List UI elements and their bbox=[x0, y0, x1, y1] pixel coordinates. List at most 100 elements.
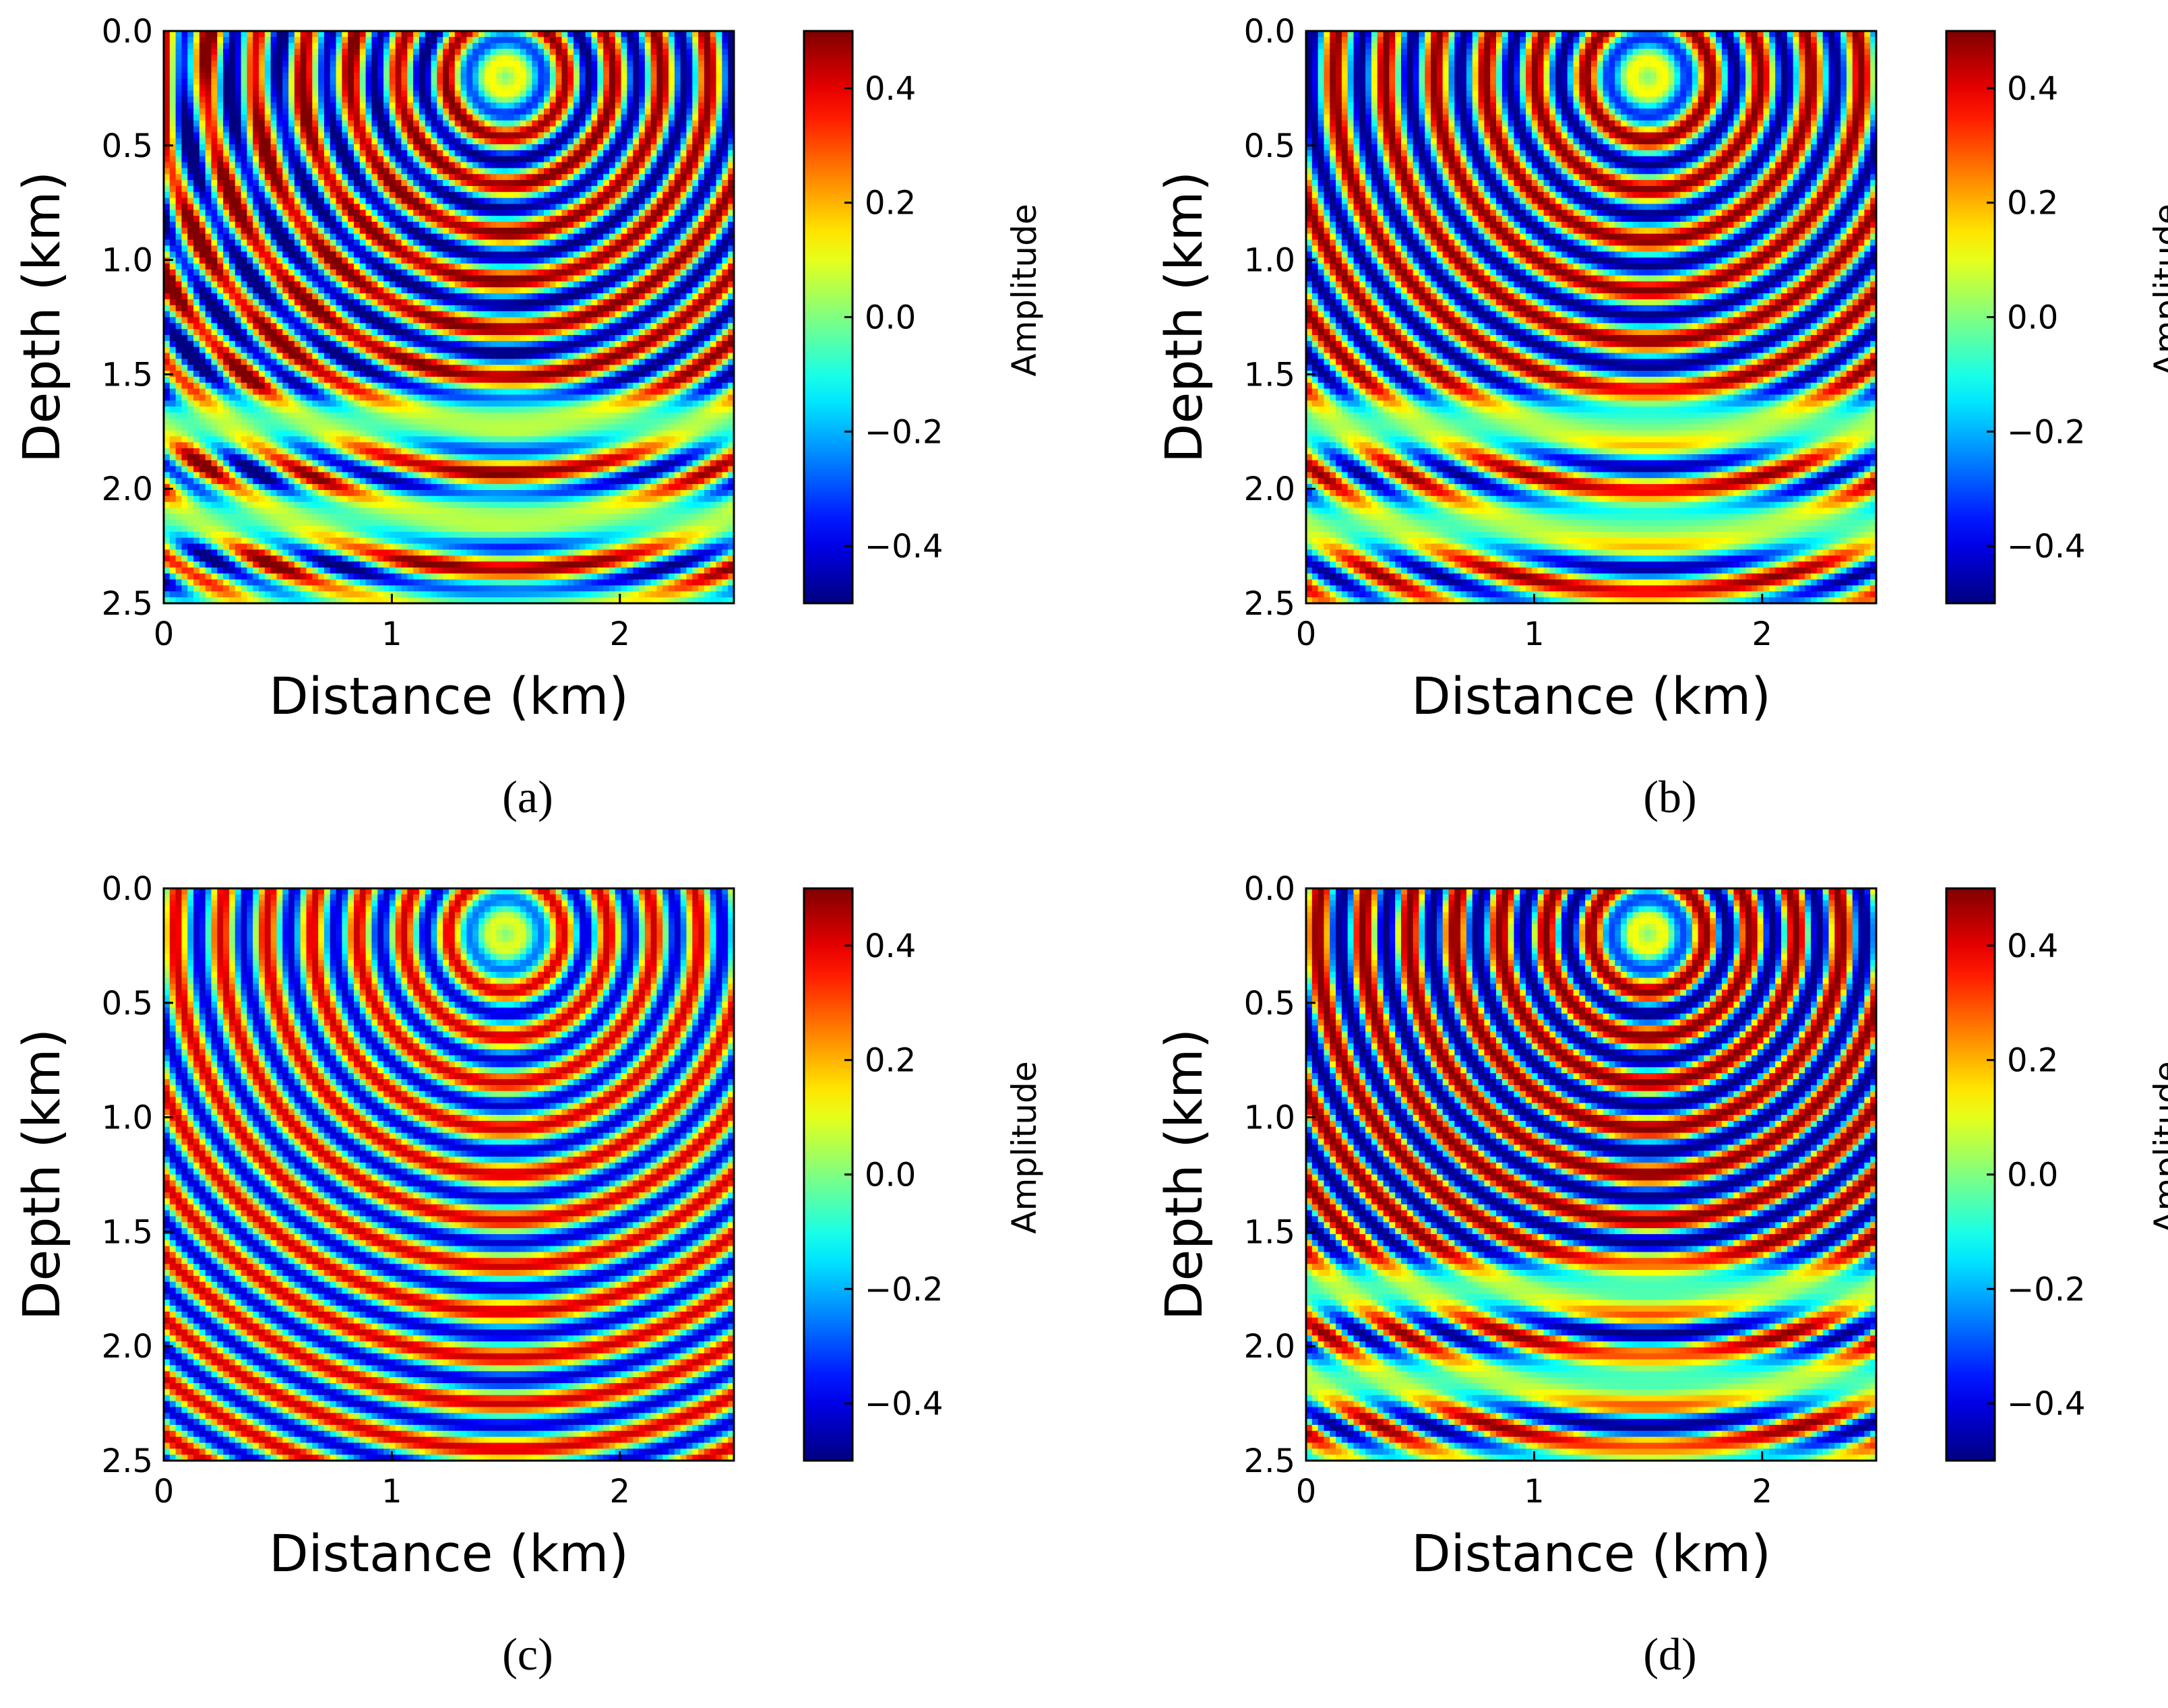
heatmap-cell bbox=[461, 61, 467, 67]
heatmap-cell bbox=[360, 96, 366, 102]
heatmap-cell bbox=[235, 79, 241, 85]
heatmap-cell bbox=[396, 85, 402, 91]
heatmap-cell bbox=[223, 49, 229, 55]
heatmap-cell bbox=[669, 96, 675, 102]
heatmap-cell bbox=[407, 85, 413, 91]
heatmap-cell bbox=[229, 102, 235, 109]
heatmap-cell bbox=[556, 102, 562, 109]
heatmap-cell bbox=[235, 85, 241, 91]
heatmap-cell bbox=[556, 55, 562, 61]
heatmap-cell bbox=[259, 79, 265, 85]
heatmap-cell bbox=[603, 96, 609, 102]
heatmap-cell bbox=[692, 79, 698, 85]
heatmap-cell bbox=[259, 90, 265, 96]
heatmap-cell bbox=[431, 73, 437, 79]
heatmap-cell bbox=[336, 96, 342, 102]
heatmap-cell bbox=[431, 96, 437, 102]
heatmap-cell bbox=[532, 43, 538, 49]
heatmap-cell bbox=[662, 73, 669, 79]
heatmap-cell bbox=[538, 55, 544, 61]
heatmap-cell bbox=[615, 55, 621, 61]
heatmap-cell bbox=[597, 55, 603, 61]
heatmap-cell bbox=[592, 90, 598, 96]
heatmap-cell bbox=[377, 37, 383, 43]
heatmap-cell bbox=[698, 49, 704, 55]
heatmap-cell bbox=[662, 90, 669, 96]
heatmap-cell bbox=[324, 102, 330, 109]
heatmap-cell bbox=[472, 85, 478, 91]
heatmap-cell bbox=[556, 79, 562, 85]
heatmap-cell bbox=[443, 90, 449, 96]
heatmap-cell bbox=[288, 55, 295, 61]
heatmap-cell bbox=[710, 73, 716, 79]
heatmap-cell bbox=[342, 90, 348, 96]
heatmap-cell bbox=[259, 49, 265, 55]
heatmap-cell bbox=[645, 49, 651, 55]
heatmap-cell bbox=[722, 85, 728, 91]
heatmap-cell bbox=[402, 73, 408, 79]
heatmap-cell bbox=[360, 43, 366, 49]
heatmap-cell bbox=[360, 37, 366, 43]
heatmap-cell bbox=[390, 55, 396, 61]
heatmap-cell bbox=[431, 79, 437, 85]
heatmap-cell bbox=[366, 43, 372, 49]
heatmap-cell bbox=[449, 102, 455, 109]
heatmap-cell bbox=[656, 96, 662, 102]
heatmap-cell bbox=[692, 49, 698, 55]
heatmap-cell bbox=[229, 37, 235, 43]
heatmap-cell bbox=[656, 73, 662, 79]
heatmap-cell bbox=[538, 90, 544, 96]
heatmap-cell bbox=[336, 37, 342, 43]
heatmap-cell bbox=[371, 49, 377, 55]
heatmap-cell bbox=[514, 37, 520, 43]
heatmap-cell bbox=[187, 67, 193, 73]
heatmap-cell bbox=[621, 67, 627, 73]
heatmap-cell bbox=[574, 73, 580, 79]
heatmap-cell bbox=[247, 102, 253, 109]
heatmap-cell bbox=[716, 67, 722, 73]
heatmap-cell bbox=[187, 85, 193, 91]
heatmap-cell bbox=[301, 73, 307, 79]
heatmap-cell bbox=[247, 85, 253, 91]
heatmap-cell bbox=[383, 85, 390, 91]
heatmap-cell bbox=[580, 73, 586, 79]
heatmap-cell bbox=[538, 96, 544, 102]
heatmap-cell bbox=[645, 43, 651, 49]
heatmap-cell bbox=[716, 43, 722, 49]
heatmap-cell bbox=[217, 43, 223, 49]
heatmap-cell bbox=[656, 37, 662, 43]
heatmap-cell bbox=[223, 61, 229, 67]
heatmap-cell bbox=[580, 90, 586, 96]
heatmap-cell bbox=[645, 85, 651, 91]
heatmap-cell bbox=[348, 79, 354, 85]
heatmap-cell bbox=[217, 79, 223, 85]
heatmap-cell bbox=[687, 55, 693, 61]
heatmap-cell bbox=[633, 90, 639, 96]
heatmap-cell bbox=[592, 96, 598, 102]
heatmap-cell bbox=[247, 37, 253, 43]
heatmap-cell bbox=[212, 43, 218, 49]
heatmap-cell bbox=[532, 90, 538, 96]
heatmap-cell bbox=[419, 67, 425, 73]
heatmap-cell bbox=[466, 67, 472, 73]
heatmap-cell bbox=[633, 43, 639, 49]
heatmap-cell bbox=[455, 55, 461, 61]
heatmap-cell bbox=[532, 102, 538, 109]
heatmap-cell bbox=[502, 73, 508, 79]
heatmap-cell bbox=[491, 102, 497, 109]
heatmap-cell bbox=[366, 55, 372, 61]
heatmap bbox=[164, 31, 735, 604]
heatmap-cell bbox=[206, 37, 212, 43]
heatmap-cell bbox=[722, 67, 728, 73]
heatmap-cell bbox=[206, 102, 212, 109]
heatmap-cell bbox=[431, 37, 437, 43]
heatmap-cell bbox=[271, 67, 277, 73]
heatmap-cell bbox=[586, 85, 592, 91]
heatmap-cell bbox=[413, 102, 419, 109]
heatmap-cell bbox=[229, 43, 235, 49]
heatmap-cell bbox=[580, 96, 586, 102]
heatmap-cell bbox=[301, 90, 307, 96]
heatmap-cell bbox=[633, 96, 639, 102]
heatmap-cell bbox=[176, 43, 182, 49]
heatmap-cell bbox=[223, 79, 229, 85]
